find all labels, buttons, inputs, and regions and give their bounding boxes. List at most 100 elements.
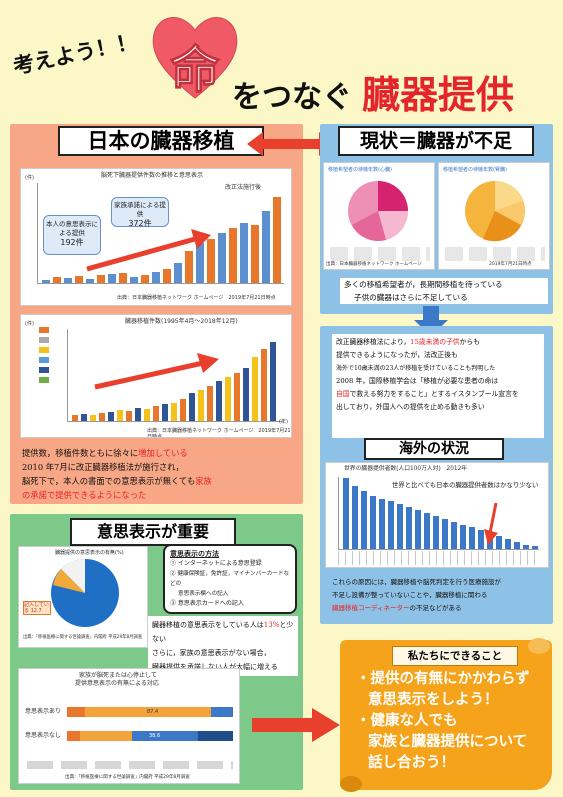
chart-bar xyxy=(185,251,193,283)
chart-bar xyxy=(243,367,249,421)
chart2-legend xyxy=(39,327,67,387)
callout-intent-count: 192件 xyxy=(60,238,84,247)
child-line4: 2008 年，国際移植学会は「移植が必要な患者の命は xyxy=(336,377,499,385)
chart-bar xyxy=(97,275,105,283)
action-heading: 私たちにできること xyxy=(392,646,518,666)
bar-title-1: 家族が脳死または心停止して xyxy=(79,672,157,679)
chart1-title: 脳死下臓器提供件数の推移と意思表示 xyxy=(101,172,204,179)
bar-source: 出典：「移植医療に関する世論調査」内閣府 平成29年8月調査 xyxy=(65,775,190,780)
chart-bar xyxy=(442,518,448,549)
world-callout: 世界と比べても日本の臓器提供者数はかなり少ない xyxy=(392,481,542,489)
chart2-x-unit: (年) xyxy=(279,419,288,425)
legend-swatch xyxy=(39,377,49,383)
chart2-bars xyxy=(68,329,282,421)
transplant-count-chart: 臓器移植件数(1995年4月～2018年12月) (件) (年) 出典：日本臓器… xyxy=(20,314,292,438)
bar-title-2: 提供意思表示の有無による対応 xyxy=(75,680,159,687)
chart2-trend-arrow xyxy=(94,353,219,390)
intent-pie-label: 記入している 12.7 xyxy=(23,601,51,615)
child-line1: 改正臓器移植法により，15歳未満の子供からも xyxy=(336,338,480,346)
intent-pie-chart: 臓器提供の意思表示の有無(%) 記入している 12.7 出典：「移植医療に関する… xyxy=(18,546,148,648)
japan-heading: 日本の臓器移植 xyxy=(58,126,264,156)
methods-title: 意思表示の方法 xyxy=(170,549,219,558)
callout-family: 家族承諾による提供 372件 xyxy=(111,197,169,228)
chart-bar xyxy=(117,409,123,421)
chart-bar xyxy=(196,243,204,283)
bar-row-2 xyxy=(67,731,233,741)
chart-bar xyxy=(433,515,439,549)
overseas-note-line2: 不足し設備が整っていないことや，臓器移植に関わる xyxy=(332,591,488,599)
bar-segment xyxy=(211,707,233,717)
chart-bar xyxy=(189,393,195,421)
bar-segment xyxy=(85,707,212,717)
chart-bar xyxy=(469,527,475,549)
heart-character: 命 xyxy=(170,40,221,100)
chart-bar xyxy=(180,398,186,421)
child-line6: 出しており，外国人への提供を止める動きも多い xyxy=(336,403,485,411)
chart-bar xyxy=(261,349,267,421)
increase-highlight: 増加している xyxy=(138,448,188,458)
child-line2: 提供できるようになったが，法改正後も xyxy=(336,351,458,359)
chart-bar xyxy=(153,406,159,421)
world-chart-title: 世界の臓器提供者数(人口100万人対) 2012年 xyxy=(344,466,468,472)
chart-bar xyxy=(198,389,204,421)
chart-bar xyxy=(144,409,150,421)
chart-bar xyxy=(370,495,376,549)
child-line3: 海外で10歳未満の23人が移植を受けていることも判明した xyxy=(336,365,496,372)
method-3: ③ 意思表示カードへの記入 xyxy=(170,600,244,607)
chart-bar xyxy=(119,273,127,283)
intent-text-line3: 臓器提供を承諾しない人が大幅に増える xyxy=(152,663,278,671)
pie2 xyxy=(465,181,525,242)
donation-trend-chart: 脳死下臓器提供件数の推移と意思表示 (件) 本人の意思表示による提供 192件 … xyxy=(20,168,292,306)
bar-segment xyxy=(131,731,199,741)
pie1-source: 出典：日本臓器移植ネットワーク ホームページ xyxy=(326,262,422,267)
world-bars xyxy=(339,477,539,549)
chart1-trend-arrow xyxy=(86,229,211,272)
world-donor-chart: 世界の臓器提供者数(人口100万人対) 2012年 世界と比べても日本の臓器提供… xyxy=(325,462,549,568)
chart-bar xyxy=(90,414,96,421)
chart-bar xyxy=(207,386,213,421)
scroll-curl xyxy=(528,638,550,654)
chart-bar xyxy=(229,228,237,283)
chart-bar xyxy=(171,402,177,421)
down-arrow-icon xyxy=(414,306,448,336)
chart-bar xyxy=(478,530,484,549)
double-arrow-icon xyxy=(247,132,335,156)
status-note: 多くの移植希望者が，長期間移植を待っている 子供の臓器はさらに不足している xyxy=(340,278,548,304)
chart1-y-unit: (件) xyxy=(25,175,34,181)
japan-summary-line2: 2010 年7月に改正臓器移植法が施行され， xyxy=(22,462,184,472)
method-2b: 意思表示欄への記入 xyxy=(178,591,229,597)
intent-text: 臓器移植の意思表示をしている人は13%と少ない さらに，家族の意思表示がない場合… xyxy=(148,616,298,676)
chart-bar xyxy=(53,277,61,283)
pie2-legend xyxy=(445,247,545,261)
callout-family-count: 372件 xyxy=(128,219,152,228)
kidney-wait-chart: 移植希望者の待機年数(腎臓) 2019年7月21日時点 xyxy=(438,162,550,270)
bar-val-2: 38.6 xyxy=(149,733,161,739)
chart-bar xyxy=(86,279,94,283)
overseas-heading: 海外の状況 xyxy=(364,438,504,460)
chart-bar xyxy=(388,501,394,549)
legend-swatch xyxy=(39,367,49,373)
intent-pie xyxy=(51,559,119,627)
chart2-title: 臓器移植件数(1995年4月～2018年12月) xyxy=(125,318,238,325)
chart-bar xyxy=(273,197,281,283)
chart-bar xyxy=(130,277,138,283)
bar-segment xyxy=(198,731,233,741)
heart-icon xyxy=(152,17,238,99)
chart-bar xyxy=(135,408,141,421)
chart2-source: 出典：日本臓器移植ネットワーク ホームページ 2019年7月21日時点 xyxy=(147,428,291,438)
pie1-legend xyxy=(330,247,430,261)
action-text: ・提供の有無にかかわらず 意思表示をしよう！ ・健康な人でも 家族と臓器提供につ… xyxy=(356,668,546,773)
overseas-note-line3: 臓器移植コーディネーターの不足などがある xyxy=(332,604,462,612)
chart1-bars xyxy=(38,183,284,283)
callout-intent: 本人の意思表示による提供 192件 xyxy=(43,215,101,255)
action-line5: 話し合おう！ xyxy=(368,754,455,771)
chart-bar xyxy=(262,211,270,283)
chart-bar xyxy=(108,411,114,421)
title-middle: をつなぐ xyxy=(232,80,352,115)
chart-bar xyxy=(174,263,182,283)
legend-swatch xyxy=(39,347,49,353)
slogan: 考えよう！！ xyxy=(10,28,140,79)
chart2-plot xyxy=(67,329,282,422)
overseas-note-line1: これらの原因には，臓器移植や脳死判定を行う医療施設が xyxy=(332,578,501,586)
